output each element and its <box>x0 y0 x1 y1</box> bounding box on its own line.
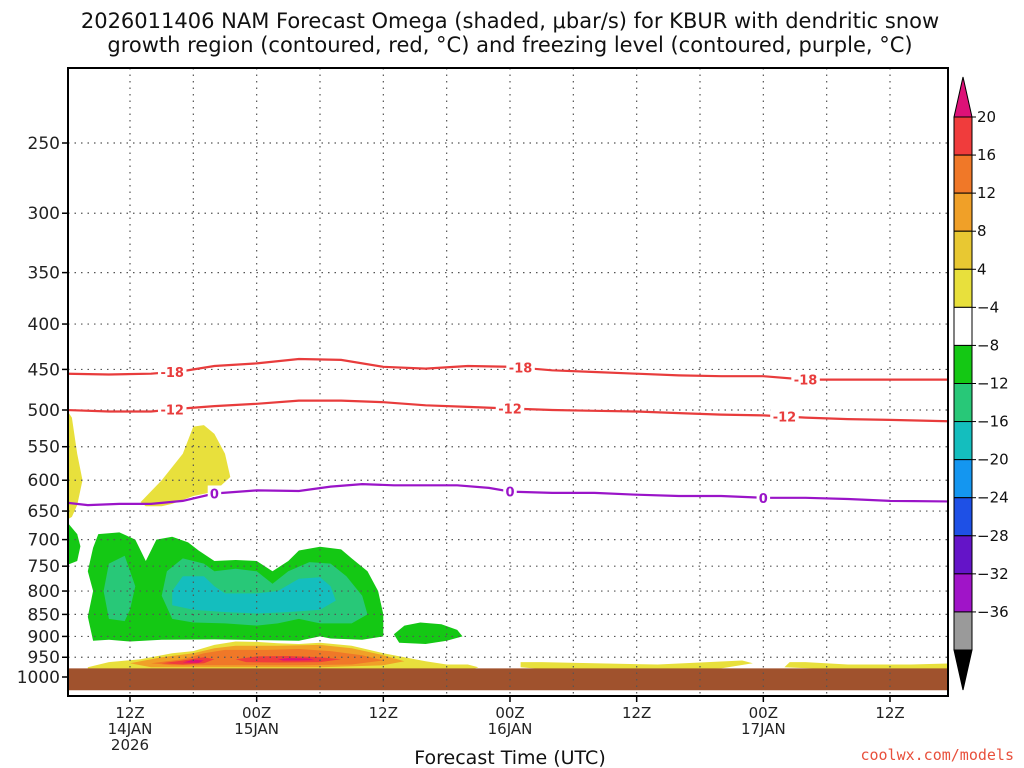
colorbar-label-2: 12 <box>977 184 996 202</box>
colorbar-label-12: −32 <box>977 565 1009 583</box>
x-tick-label-72-1: 17JAN <box>741 720 786 738</box>
contour-label-0-2: -18 <box>794 374 818 389</box>
colorbar-label-13: −36 <box>977 603 1009 621</box>
colorbar-box-0 <box>953 116 973 156</box>
y-tick-label-450: 450 <box>28 360 60 380</box>
contour-label-bg-0-0 <box>157 363 187 380</box>
x-tick-label-24-0: 00Z <box>242 704 271 722</box>
colorbar-label-3: 8 <box>977 222 987 240</box>
colorbar-label-1: 16 <box>977 146 996 164</box>
credit-text: coolwx.com/models <box>860 746 1014 764</box>
contour-label-bg-2-0 <box>207 485 222 502</box>
y-tick-label-550: 550 <box>28 438 60 458</box>
y-tick-label-800: 800 <box>28 582 60 602</box>
contour-label-0-0: -18 <box>160 366 184 381</box>
x-tick-label-24-1: 15JAN <box>234 720 279 738</box>
contour-label-bg-1-0 <box>157 401 187 418</box>
shaded-region-13 <box>182 659 204 663</box>
colorbar-legend: 20 16 12 8 4 −4 −8 −12 −16 −20 −24 −28 −32 −36 <box>953 76 1009 691</box>
contour-label-bg-1-1 <box>495 400 525 417</box>
shaded-region-2 <box>68 523 81 565</box>
chart-title-line2: growth region (contoured, red, °C) and f… <box>107 33 912 57</box>
y-tick-label-250: 250 <box>28 134 60 154</box>
contour-label-bg-1-2 <box>770 408 799 425</box>
contour-label-2-0: 0 <box>210 487 219 502</box>
y-tick-label-700: 700 <box>28 531 60 551</box>
shaded-region-4 <box>103 555 136 622</box>
colorbar-label-0: 20 <box>977 108 996 126</box>
x-tick-label-12-2: 2026 <box>111 736 149 754</box>
shaded-region-11 <box>161 657 215 665</box>
y-tick-label-300: 300 <box>28 204 60 224</box>
colorbar-box-1 <box>953 154 973 194</box>
y-tick-label-750: 750 <box>28 557 60 577</box>
colorbar-box-8 <box>953 421 973 461</box>
colorbar-box-6 <box>953 344 973 384</box>
contour-line-0 <box>68 357 948 381</box>
gridlines <box>68 68 948 696</box>
contour-label-bg-2-1 <box>503 483 517 500</box>
chart-title-line1: 2026011406 NAM Forecast Omega (shaded, μ… <box>81 9 939 33</box>
y-tick-label-1000: 1000 <box>17 668 60 688</box>
colorbar-box-12 <box>953 573 973 613</box>
x-tick-label-48-1: 16JAN <box>488 720 533 738</box>
colorbar-box-9 <box>953 459 973 499</box>
colorbar-box-3 <box>953 230 973 270</box>
plot-frame <box>67 67 949 697</box>
colorbar-label-6: −8 <box>977 336 999 354</box>
y-tick-label-850: 850 <box>28 605 60 625</box>
contour-label-bg-0-1 <box>506 359 535 376</box>
colorbar-bottom-triangle <box>953 649 973 691</box>
y-tick-label-950: 950 <box>28 648 60 668</box>
x-tick-label-60-0: 12Z <box>622 704 651 722</box>
x-tick-label-36-0: 12Z <box>369 704 398 722</box>
shaded-region-17 <box>68 668 948 691</box>
shaded-region-15 <box>520 660 753 670</box>
colorbar-label-5: −4 <box>977 298 999 316</box>
x-tick-label-12-1: 14JAN <box>108 720 153 738</box>
y-axis: 2503003504004505005506006507007508008509… <box>17 134 68 688</box>
colorbar-box-7 <box>953 383 973 423</box>
colorbar-label-11: −28 <box>977 527 1009 545</box>
shaded-region-7 <box>393 622 463 644</box>
contour-label-1-0: -12 <box>160 403 184 418</box>
contour-label-1-2: -12 <box>773 410 797 425</box>
colorbar-label-10: −24 <box>977 489 1009 507</box>
y-tick-label-350: 350 <box>28 264 60 284</box>
x-tick-label-84-0: 12Z <box>875 704 904 722</box>
colorbar-label-9: −20 <box>977 451 1009 469</box>
colorbar-top-triangle <box>953 76 973 118</box>
shaded-region-14 <box>277 658 315 661</box>
x-axis-label: Forecast Time (UTC) <box>414 747 605 768</box>
contour-label-bg-0-2 <box>791 371 820 388</box>
colorbar-box-10 <box>953 497 973 537</box>
colorbar-box-13 <box>953 611 973 651</box>
colorbar-label-4: 4 <box>977 260 987 278</box>
shaded-region-6 <box>172 576 336 614</box>
colorbar-box-2 <box>953 192 973 232</box>
colorbar-label-7: −12 <box>977 375 1009 393</box>
shaded-region-16 <box>784 662 948 670</box>
x-tick-label-48-0: 00Z <box>495 704 524 722</box>
colorbar-label-8: −16 <box>977 413 1009 431</box>
x-tick-label-72-0: 00Z <box>749 704 778 722</box>
contour-label-bg-2-2 <box>756 489 771 506</box>
colorbar-box-11 <box>953 535 973 575</box>
contour-label-0-1: -18 <box>509 362 533 377</box>
colorbar-box-5 <box>953 306 973 346</box>
shaded-region-1 <box>68 411 83 520</box>
contour-label-2-2: 0 <box>759 492 768 507</box>
contour-label-2-1: 0 <box>505 486 514 501</box>
colorbar-box-4 <box>953 268 973 308</box>
contours: -18 -18 -18 -12 -12 -12 0 0 0 <box>68 357 948 507</box>
y-tick-label-600: 600 <box>28 471 60 491</box>
x-tick-label-12-0: 12Z <box>115 704 144 722</box>
y-tick-label-900: 900 <box>28 627 60 647</box>
contour-label-1-1: -12 <box>498 402 522 417</box>
y-tick-label-500: 500 <box>28 401 60 421</box>
y-tick-label-650: 650 <box>28 502 60 522</box>
y-tick-label-400: 400 <box>28 315 60 335</box>
